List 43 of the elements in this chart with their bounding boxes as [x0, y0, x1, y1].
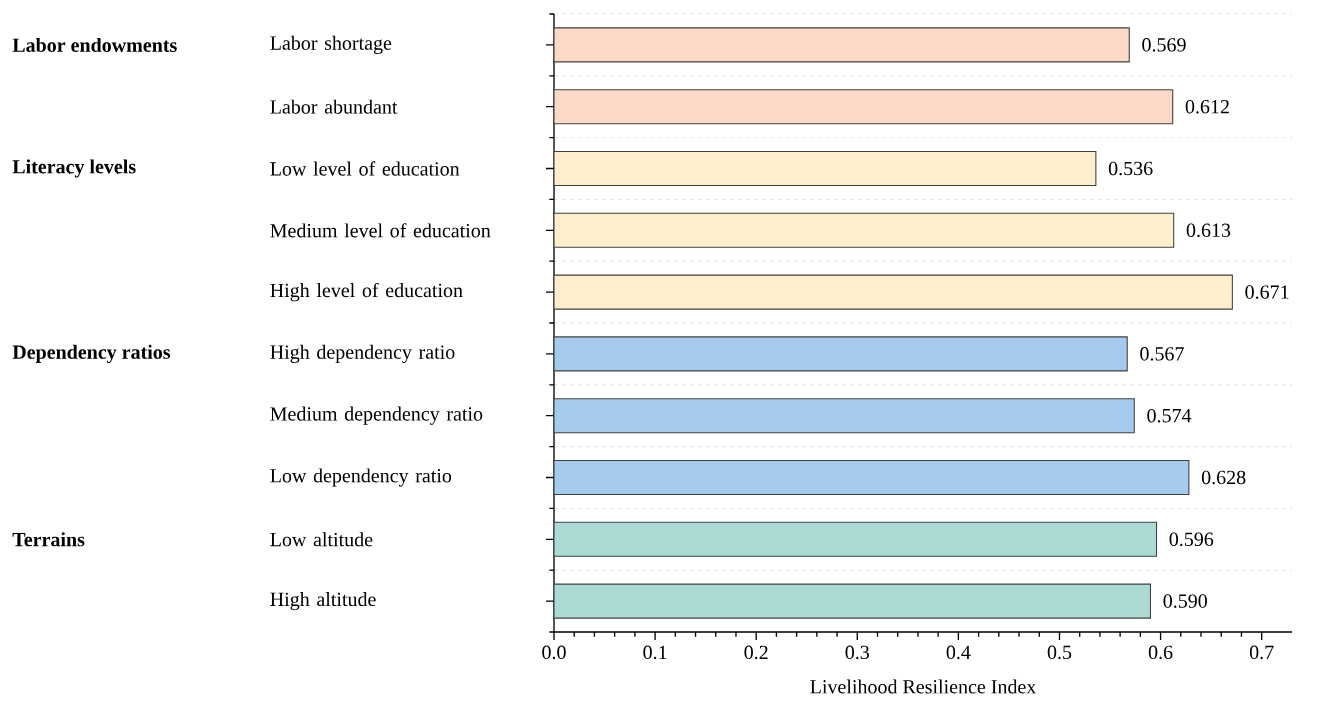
text: Literacy levels [12, 159, 136, 178]
bar [553, 27, 1130, 63]
data-label: 0.536 [1108, 161, 1153, 176]
data-label: 0.613 [1186, 223, 1231, 238]
x-tick-label: 0.7 [1249, 645, 1274, 660]
data-label: 0.596 [1169, 532, 1214, 547]
bar [553, 583, 1151, 619]
bar [553, 212, 1175, 248]
data-label: 0.612 [1185, 99, 1229, 114]
x-tick-label: 0.2 [744, 645, 768, 660]
text: Terrains [12, 532, 85, 547]
bar [553, 459, 1190, 496]
data-label: 0.671 [1245, 285, 1289, 299]
x-tick-label: 0.3 [845, 645, 870, 660]
y-tick-label: Medium dependency ratio [270, 406, 483, 425]
y-tick-label: High altitude [270, 592, 376, 611]
x-tick-label: 0.5 [1047, 645, 1072, 660]
y-tick-label: Medium level of education [270, 223, 491, 238]
bar [553, 89, 1174, 125]
data-label: 0.574 [1147, 408, 1192, 423]
bar [553, 274, 1233, 310]
data-label: 0.567 [1140, 347, 1184, 361]
bar [553, 521, 1158, 557]
y-tick-label: Low level of education [270, 161, 460, 176]
data-label: 0.569 [1142, 38, 1186, 52]
x-tick-label: 0.1 [643, 645, 667, 660]
x-tick-label: 0.4 [946, 645, 971, 660]
y-tick-label: Labor shortage [270, 35, 392, 54]
text: Dependency ratios [12, 344, 171, 363]
y-tick-label: Labor abundant [270, 99, 398, 114]
bar [553, 398, 1135, 434]
data-label: 0.590 [1163, 594, 1207, 608]
data-label: 0.628 [1201, 470, 1246, 485]
y-tick-label: High level of education [270, 282, 463, 302]
text: Labor endowments [12, 37, 177, 52]
y-tick-label: High dependency ratio [270, 344, 455, 363]
x-tick-label: 0.6 [1148, 645, 1173, 660]
y-tick-label: Low dependency ratio [270, 468, 452, 487]
bar [553, 336, 1128, 372]
x-tick-label: 0.0 [542, 645, 566, 660]
x-axis-title: Livelihood Resilience Index [810, 679, 1037, 694]
bar [553, 150, 1097, 187]
y-tick-label: Low altitude [270, 532, 373, 547]
